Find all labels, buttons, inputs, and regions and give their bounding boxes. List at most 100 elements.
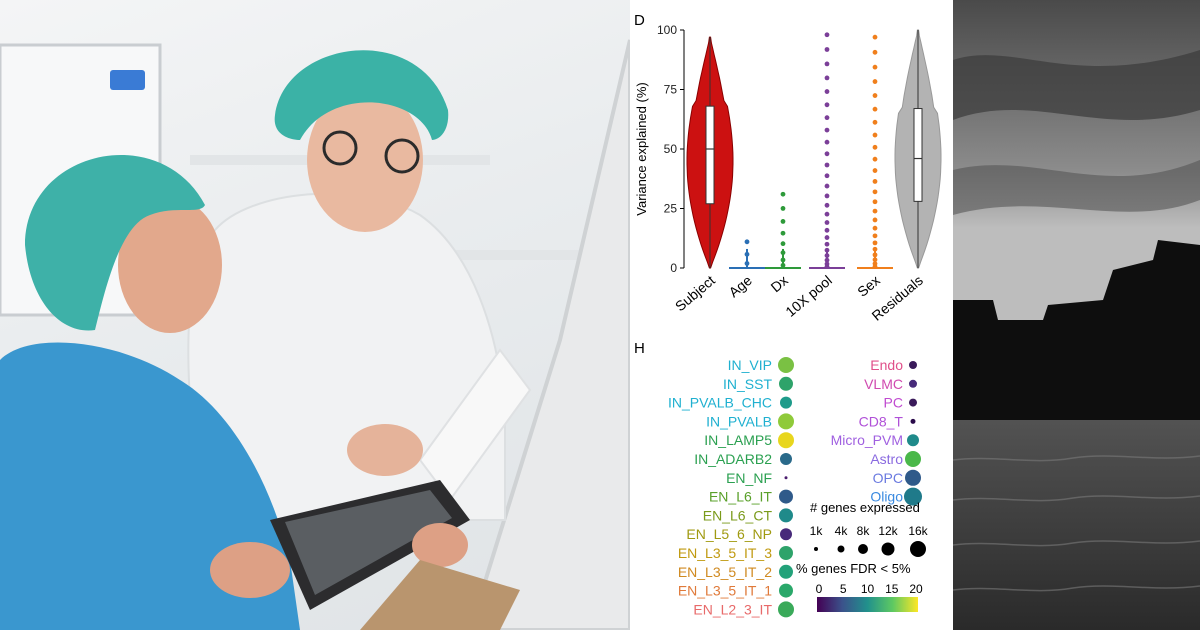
x-tick-label-age: Age [726, 272, 756, 300]
outlier-sex [872, 189, 878, 195]
outlier-sex [872, 93, 878, 98]
color-legend-bar [817, 597, 918, 612]
dot-label-left: EN_L3_5_IT_3 [678, 545, 772, 561]
dot-left [778, 357, 794, 373]
outlier-age [744, 239, 750, 245]
dot-left [784, 476, 788, 480]
whiteboard-marker [110, 70, 145, 90]
dot-left [780, 396, 792, 409]
outlier-10x-pool [824, 162, 830, 168]
dot-label-left: EN_NF [726, 470, 772, 486]
dot-right [905, 469, 921, 486]
color-legend-tick: 0 [816, 582, 823, 596]
dot-left [778, 413, 794, 430]
dot-label-left: EN_L3_5_IT_2 [678, 564, 772, 580]
dot-left [778, 601, 794, 618]
outlier-sex [872, 79, 878, 84]
outlier-sex [872, 64, 878, 70]
y-tick-label: 50 [664, 142, 678, 156]
size-legend-dot [858, 544, 868, 554]
dot-chart: IN_VIP IN_SST IN_PVALB_CHC IN_PVALB IN_LAMP5… [668, 357, 929, 618]
dot-label-right: Oligo [870, 489, 903, 505]
monitor [467, 39, 630, 630]
color-legend-tick: 20 [909, 582, 923, 596]
box-residuals [913, 108, 923, 202]
lab-photo [0, 0, 630, 630]
outlier-dx [780, 206, 786, 211]
outlier-sex [872, 119, 878, 125]
dot-right [909, 361, 917, 369]
outlier-10x-pool [824, 183, 830, 189]
size-legend-label: 4k [835, 524, 849, 538]
outlier-sex [872, 233, 878, 239]
dot-left [779, 546, 793, 560]
outlier-10x-pool [824, 220, 830, 225]
outlier-sex [872, 168, 878, 173]
hand [347, 424, 423, 476]
dot-label-right: PC [884, 395, 903, 411]
hairnet-senior [274, 50, 449, 140]
y-tick-label: 25 [664, 202, 678, 216]
hand-left [210, 542, 290, 598]
size-legend-label: 1k [810, 524, 824, 538]
dot-label-right: VLMC [864, 376, 903, 392]
outlier-10x-pool [824, 115, 830, 121]
box-subject [705, 105, 715, 205]
color-legend-title: % genes FDR < 5% [796, 561, 911, 576]
dot-label-left: EN_L6_IT [709, 489, 772, 505]
outlier-sex [872, 179, 878, 184]
outlier-sex [872, 106, 878, 112]
outlier-sex [872, 34, 878, 40]
glasses-right [384, 138, 420, 174]
young-scientist-face [118, 197, 222, 333]
outlier-10x-pool [824, 127, 830, 133]
glasses-left [322, 130, 358, 166]
outlier-sex [872, 199, 878, 205]
outlier-sex [872, 132, 878, 138]
size-legend-dot [837, 545, 845, 553]
cloud-band [953, 50, 1200, 120]
hand-right [412, 523, 468, 567]
dot-right [905, 451, 921, 467]
dot-right [910, 418, 916, 424]
dot-right [904, 487, 922, 506]
waves [953, 455, 1200, 592]
dot-label-left: IN_SST [723, 376, 772, 392]
chart-panel: D H Variance explained (%) 100 75 50 25 0 Subj… [630, 0, 953, 630]
waterfront-photo [953, 0, 1200, 630]
dot-left [779, 583, 793, 598]
size-legend-dot [910, 541, 926, 557]
dot-left [779, 508, 793, 523]
outlier-10x-pool [824, 193, 830, 199]
hairnet-young [25, 154, 205, 331]
outlier-10x-pool [824, 89, 830, 94]
tablet-screen [285, 490, 452, 595]
dot-right [907, 434, 919, 447]
y-tick-label: 75 [664, 83, 678, 97]
outlier-10x-pool [824, 241, 830, 247]
outlier-sex [872, 225, 878, 231]
color-legend-tick: 15 [885, 582, 899, 596]
figure-svg: D H Variance explained (%)1007550250Subj… [634, 12, 942, 618]
dot-label-left: EN_L2_3_IT [693, 601, 772, 617]
dot-left [780, 453, 792, 465]
outlier-dx [780, 230, 786, 236]
dot-right [909, 398, 917, 407]
outlier-10x-pool [824, 139, 830, 145]
outlier-10x-pool [824, 102, 830, 108]
outlier-10x-pool [824, 32, 830, 38]
outlier-10x-pool [824, 227, 830, 233]
outlier-sex [872, 144, 878, 150]
outlier-dx [780, 241, 786, 247]
size-legend-title: # genes expressed [810, 500, 920, 515]
keyboard [360, 560, 520, 630]
scientist-face [307, 88, 423, 232]
waterfront-illustration [953, 0, 1200, 630]
color-legend-tick: 10 [861, 582, 875, 596]
dot-left [780, 528, 792, 541]
outlier-10x-pool [824, 47, 830, 52]
dot-left [779, 376, 793, 391]
y-axis-label: Variance explained (%) [634, 82, 649, 215]
outlier-sex [872, 49, 878, 55]
